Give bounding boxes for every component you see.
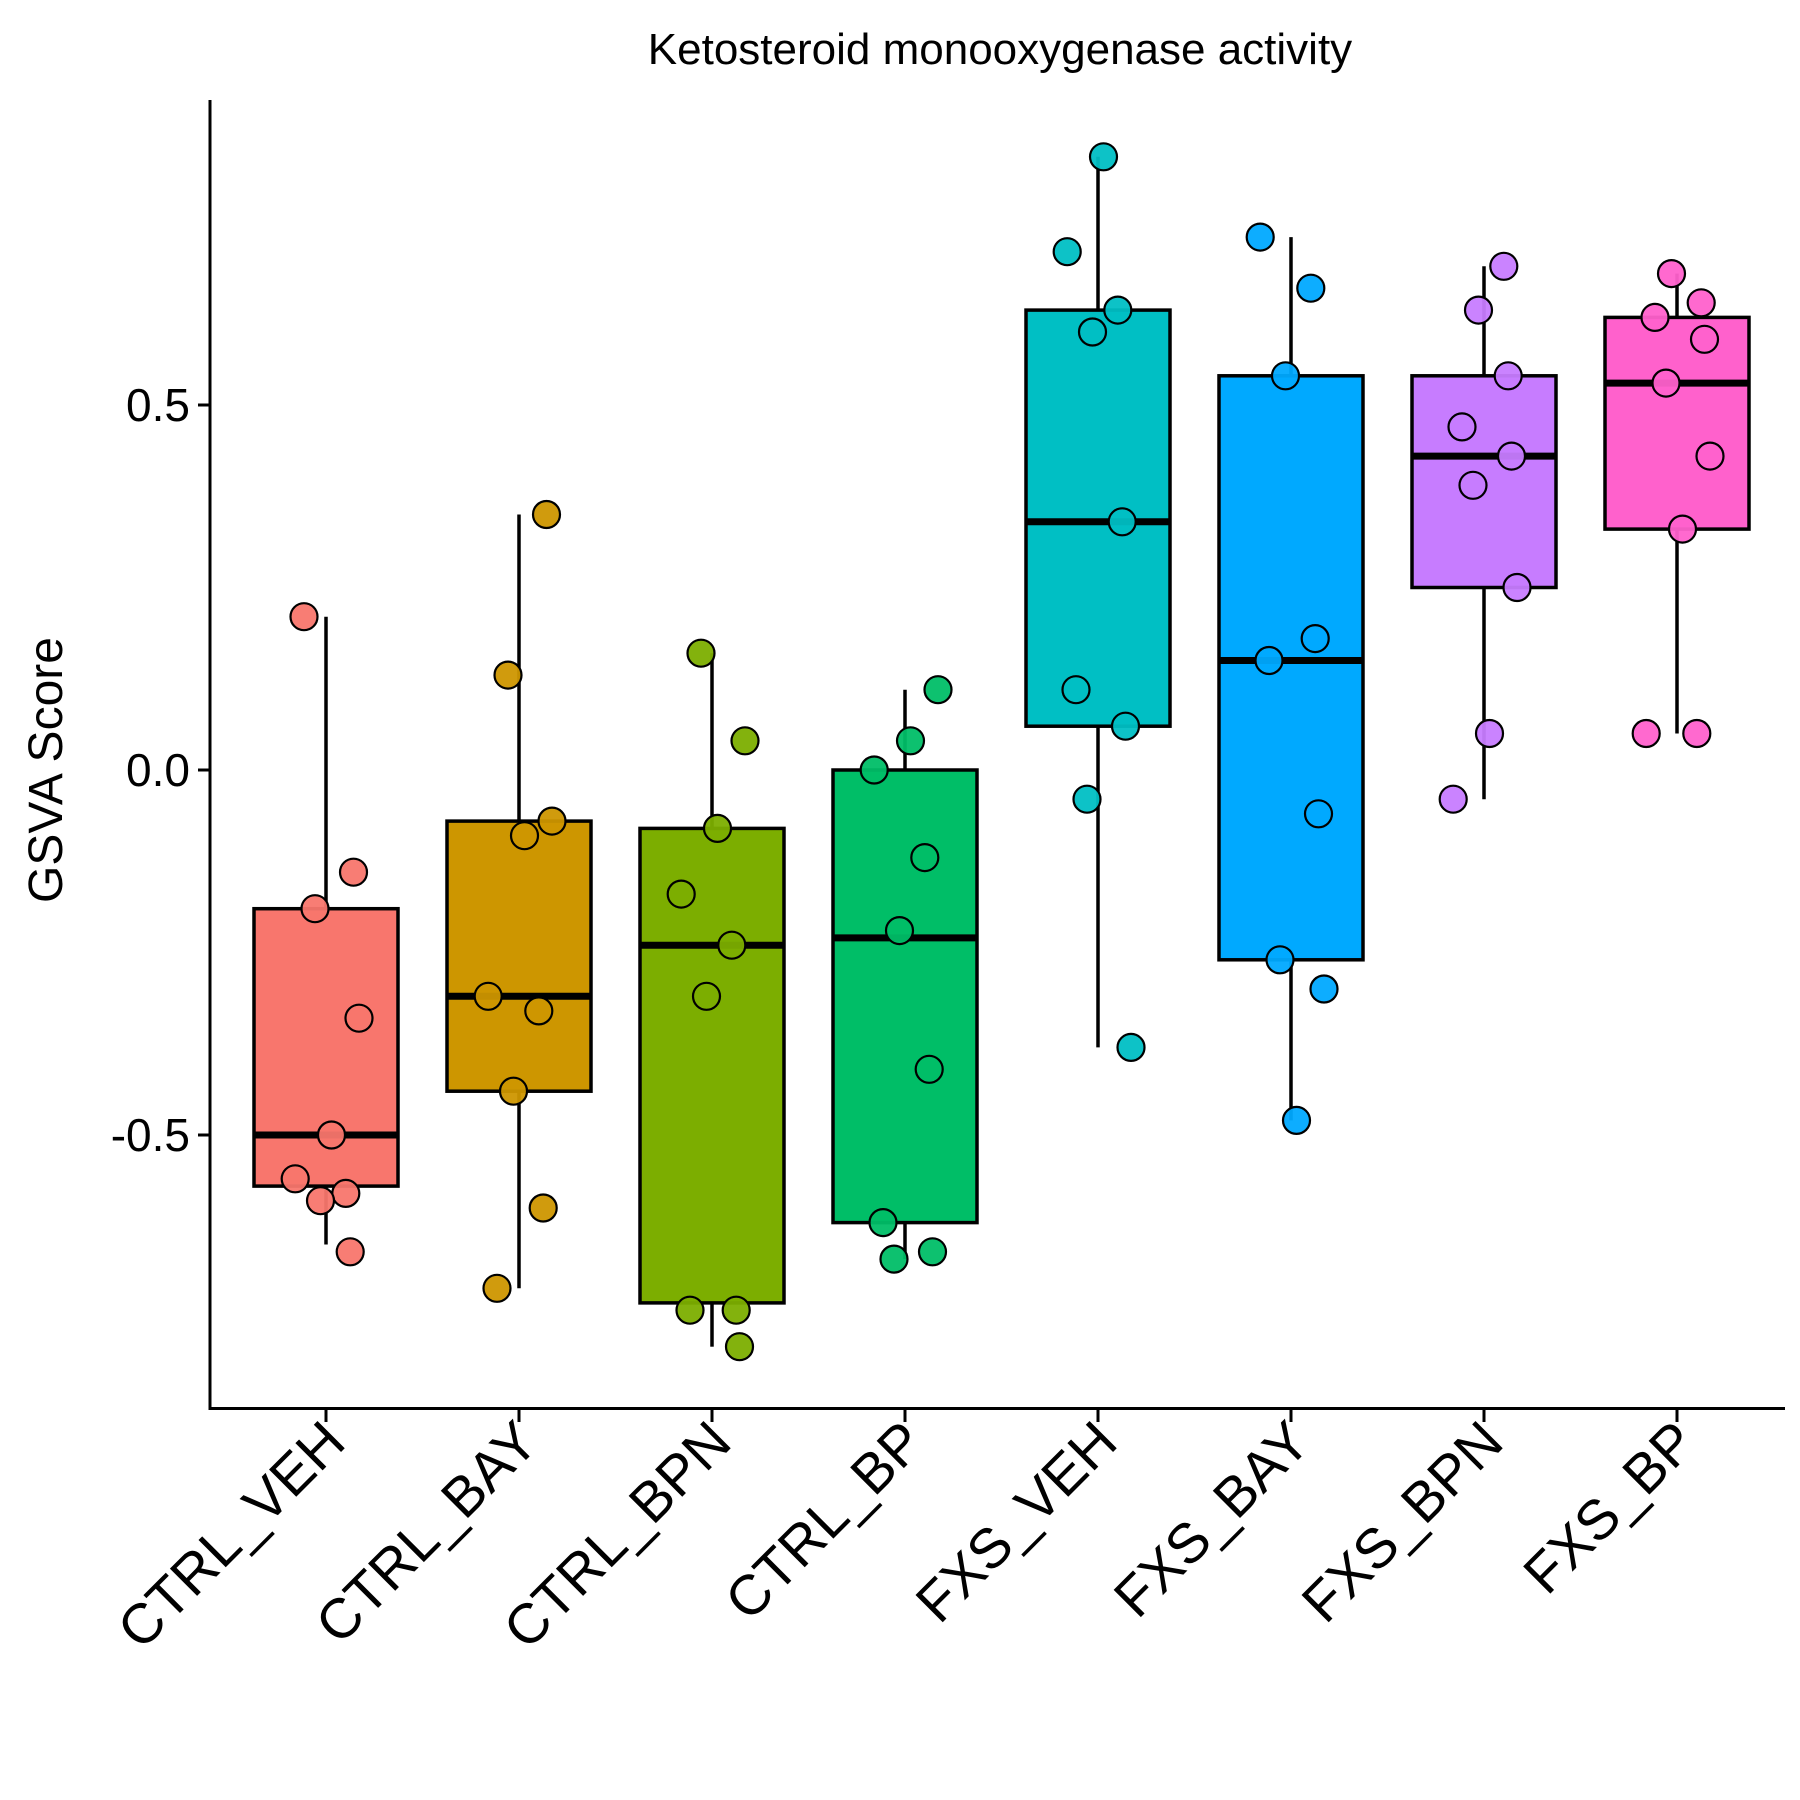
data-point bbox=[537, 806, 567, 836]
data-point bbox=[1631, 718, 1661, 749]
box-iqr bbox=[638, 826, 786, 1305]
data-point bbox=[702, 813, 733, 844]
x-tick-label: CTRL_BP bbox=[713, 1409, 936, 1632]
data-point bbox=[1656, 259, 1687, 289]
data-point bbox=[1110, 711, 1141, 741]
data-point bbox=[910, 842, 940, 873]
data-point bbox=[730, 726, 760, 756]
box-iqr bbox=[831, 768, 979, 1225]
data-point bbox=[305, 1186, 336, 1216]
data-point bbox=[717, 930, 747, 960]
data-point bbox=[344, 1003, 374, 1033]
data-point bbox=[1052, 237, 1082, 267]
data-point bbox=[1061, 675, 1091, 705]
data-point bbox=[528, 1193, 558, 1223]
data-point bbox=[879, 1244, 909, 1274]
box-group-ctrl_bpn bbox=[638, 638, 786, 1362]
box-group-ctrl_veh bbox=[252, 602, 400, 1267]
data-point bbox=[331, 1178, 361, 1209]
x-tick-label: FXS_VEH bbox=[903, 1409, 1128, 1634]
data-point bbox=[482, 1273, 512, 1303]
data-point bbox=[1695, 441, 1725, 471]
box-group-ctrl_bp bbox=[831, 675, 979, 1274]
data-point bbox=[1116, 1032, 1146, 1063]
data-point bbox=[1489, 251, 1519, 281]
data-point bbox=[1682, 718, 1712, 749]
x-tick-label: FXS_BP bbox=[1511, 1409, 1707, 1605]
data-point bbox=[1496, 441, 1527, 471]
data-point bbox=[1651, 368, 1681, 398]
box-group-fxs_bp bbox=[1603, 259, 1751, 749]
data-point bbox=[868, 1207, 898, 1238]
box-iqr bbox=[445, 819, 593, 1093]
data-point bbox=[1686, 288, 1716, 318]
box-iqr bbox=[1217, 374, 1365, 962]
data-point bbox=[1309, 974, 1339, 1004]
box-iqr bbox=[1603, 315, 1751, 531]
y-tick-label: -0.5 bbox=[111, 1109, 190, 1161]
data-point bbox=[721, 1295, 751, 1325]
data-point bbox=[884, 915, 915, 946]
y-tick-label: 0.5 bbox=[126, 379, 190, 431]
x-tick-label: FXS_BPN bbox=[1289, 1409, 1514, 1634]
data-point bbox=[1281, 1105, 1312, 1136]
data-point bbox=[1438, 784, 1468, 814]
data-point bbox=[675, 1295, 705, 1325]
data-point bbox=[498, 1076, 529, 1106]
data-point bbox=[724, 1332, 755, 1362]
box-group-fxs_veh bbox=[1024, 142, 1172, 1063]
data-point bbox=[1077, 317, 1108, 347]
data-point bbox=[1245, 222, 1275, 252]
data-point bbox=[1296, 273, 1326, 303]
box-group-fxs_bay bbox=[1217, 222, 1365, 1136]
box-iqr bbox=[1024, 308, 1172, 728]
y-axis-label: GSVA Score bbox=[20, 637, 73, 903]
data-point bbox=[1265, 945, 1295, 975]
box-group-ctrl_bay bbox=[445, 499, 593, 1303]
data-point bbox=[1254, 645, 1284, 676]
data-point bbox=[1270, 361, 1301, 391]
chart-title: Ketosteroid monooxygenase activity bbox=[648, 25, 1352, 74]
data-point bbox=[473, 981, 503, 1011]
data-point bbox=[531, 499, 562, 530]
data-point bbox=[666, 879, 696, 909]
data-point bbox=[914, 1054, 944, 1084]
data-point bbox=[509, 821, 540, 851]
data-point bbox=[686, 638, 716, 668]
data-point bbox=[524, 996, 554, 1026]
data-point bbox=[1493, 361, 1523, 391]
data-point bbox=[280, 1164, 310, 1194]
x-tick-label: FXS_BAY bbox=[1102, 1409, 1322, 1629]
data-point bbox=[895, 726, 926, 756]
box-group-fxs_bpn bbox=[1410, 251, 1558, 814]
data-point bbox=[859, 755, 889, 785]
data-point bbox=[691, 981, 722, 1011]
data-point bbox=[1300, 623, 1330, 654]
plot-area bbox=[252, 142, 1751, 1362]
data-point bbox=[1474, 718, 1505, 749]
data-point bbox=[1107, 507, 1137, 537]
data-point bbox=[316, 1120, 347, 1150]
data-point bbox=[1502, 572, 1532, 603]
data-point bbox=[493, 660, 523, 690]
y-tick-label: 0.0 bbox=[126, 744, 190, 796]
data-point bbox=[300, 894, 330, 924]
data-point bbox=[1447, 412, 1477, 442]
data-point bbox=[923, 675, 953, 705]
data-point bbox=[338, 857, 369, 887]
data-point bbox=[917, 1237, 948, 1267]
data-point bbox=[1667, 514, 1698, 544]
data-point bbox=[1072, 784, 1102, 814]
data-point bbox=[1463, 295, 1494, 325]
data-point bbox=[1303, 799, 1334, 829]
data-point bbox=[1103, 295, 1133, 325]
data-point bbox=[335, 1237, 365, 1267]
data-point bbox=[1458, 470, 1488, 500]
data-point bbox=[289, 602, 319, 632]
data-point bbox=[1088, 142, 1119, 172]
data-point bbox=[1689, 324, 1720, 354]
data-point bbox=[1640, 302, 1670, 332]
